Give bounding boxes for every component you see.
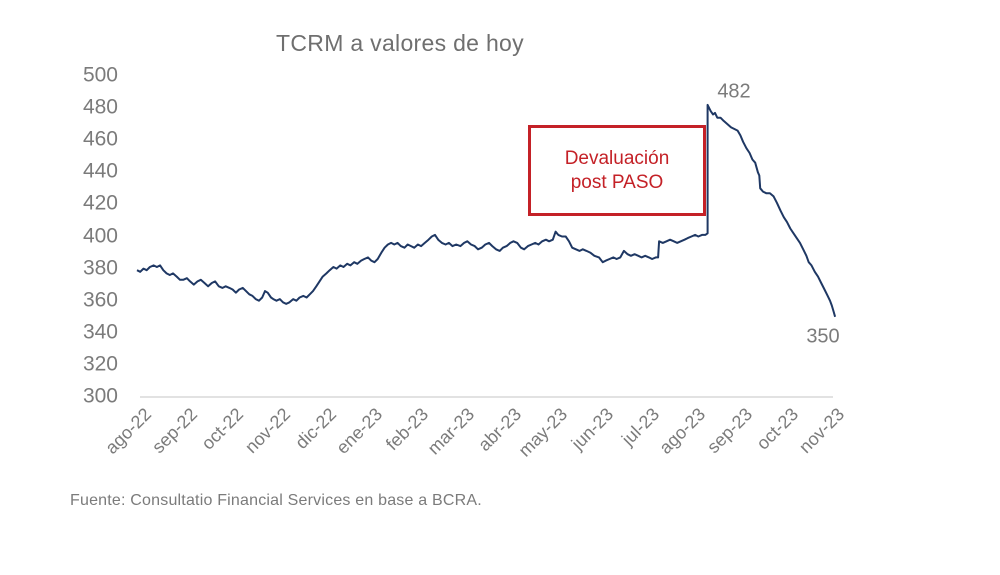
- y-tick-label: 360: [82, 288, 118, 312]
- annotation-box: Devaluación post PASO: [528, 125, 706, 216]
- y-tick-label: 420: [82, 191, 118, 215]
- chart-title: TCRM a valores de hoy: [276, 30, 524, 56]
- y-tick-label: 500: [82, 63, 118, 87]
- peak-value-label: 482: [717, 80, 751, 103]
- y-tick-label: 440: [82, 159, 118, 183]
- y-tick-label: 340: [82, 320, 118, 344]
- annotation-line-1: Devaluación: [564, 147, 670, 169]
- y-tick-label: 300: [82, 384, 118, 408]
- source-note: Fuente: Consultatio Financial Services e…: [70, 492, 482, 509]
- y-tick-label: 460: [82, 127, 118, 151]
- series-line: [136, 103, 837, 318]
- end-value-label: 350: [806, 325, 840, 348]
- y-tick-label: 320: [82, 352, 118, 376]
- y-tick-label: 380: [82, 256, 118, 280]
- y-tick-label: 400: [82, 224, 118, 248]
- y-tick-label: 480: [82, 95, 118, 119]
- annotation-line-2: post PASO: [570, 171, 664, 193]
